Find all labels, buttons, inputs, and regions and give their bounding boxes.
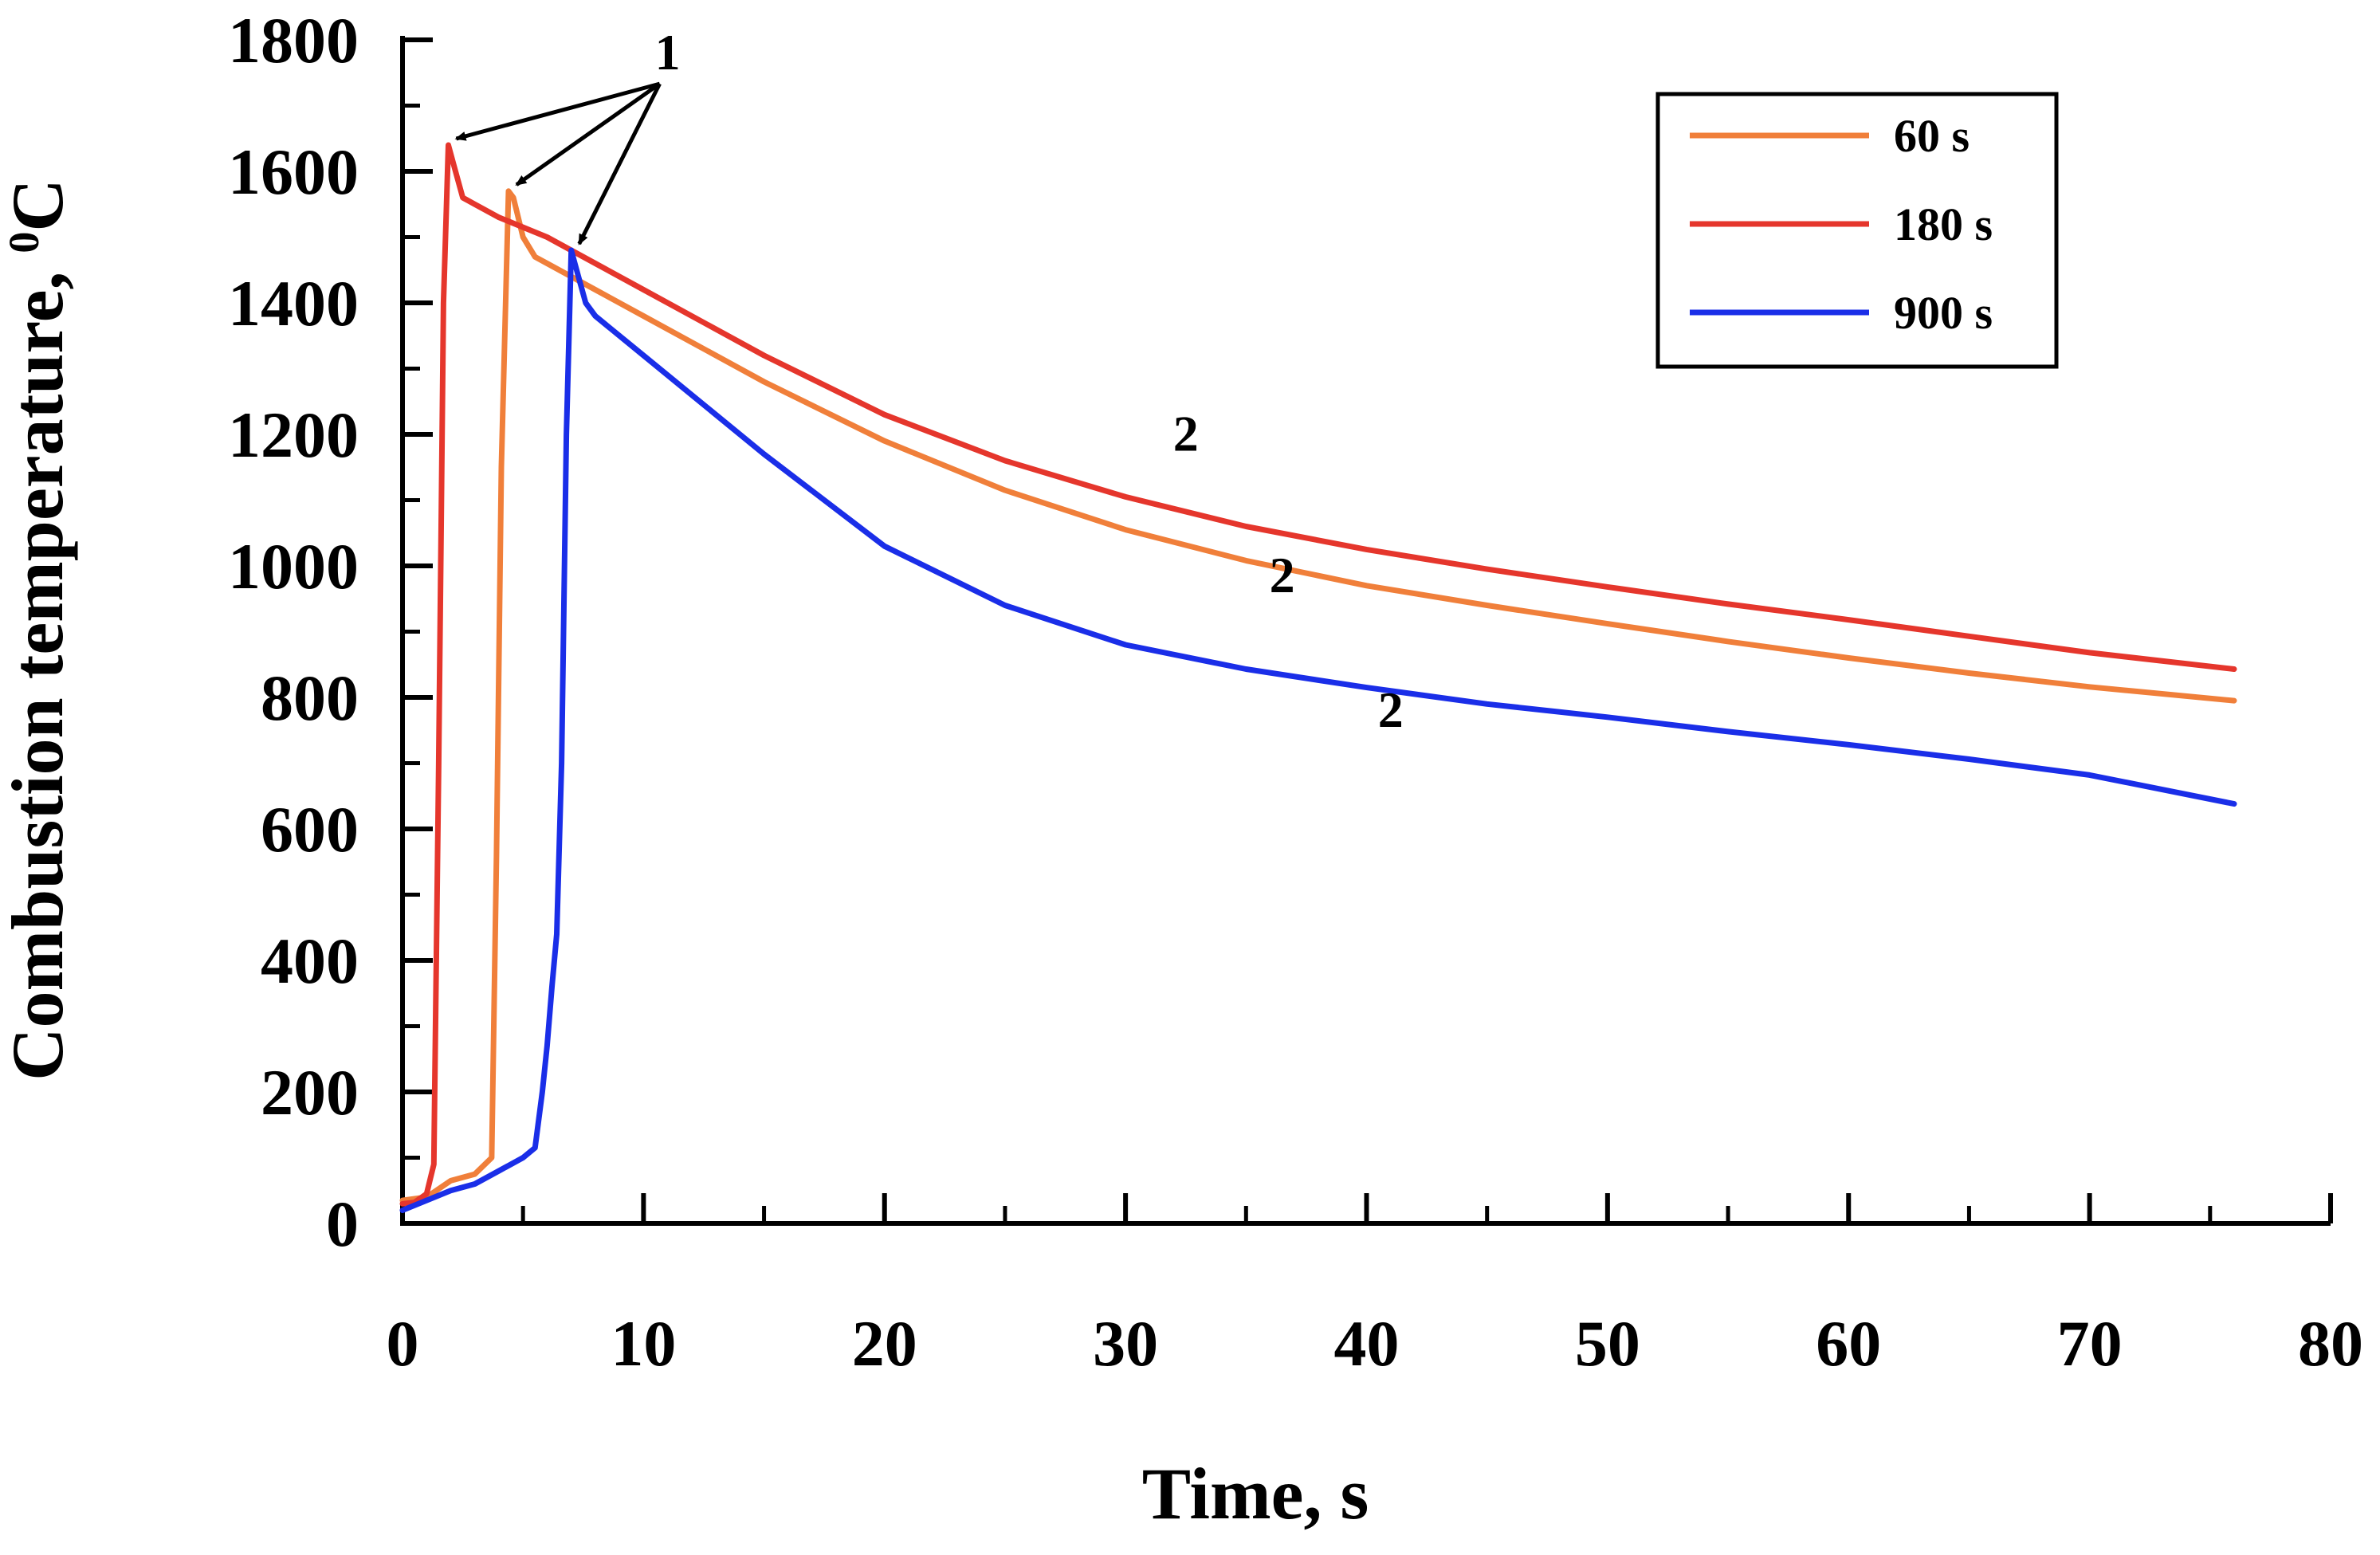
x-tick-label: 10 xyxy=(611,1307,676,1380)
axis-ticks: 0 10 20 30 40 50 60 70 8002004006008001000120014… xyxy=(228,4,2363,1380)
legend-label-900s: 900 s xyxy=(1894,287,1993,339)
x-tick-label: 0 xyxy=(387,1307,419,1380)
series-layer xyxy=(399,142,2237,1213)
y-tick-label: 1200 xyxy=(228,399,359,471)
annotation-label: 2 xyxy=(1270,547,1295,603)
y-tick-label: 1000 xyxy=(228,530,359,603)
x-tick-label: 30 xyxy=(1093,1307,1158,1380)
x-axis-title: Time, s xyxy=(1142,1453,1369,1534)
annotation-layer: 1 2 2 2 xyxy=(454,24,1404,738)
x-tick-label: 20 xyxy=(852,1307,917,1380)
annotation-arrow xyxy=(454,81,661,141)
y-axis-title-main: Combustion temperature, xyxy=(0,253,78,1081)
y-tick-label: 1800 xyxy=(228,4,359,77)
annotation-label: 1 xyxy=(655,24,681,80)
y-tick-label: 1600 xyxy=(228,135,359,208)
y-tick-label: 200 xyxy=(261,1056,359,1129)
y-axis-title-unit: C xyxy=(0,179,78,231)
annotation-label: 2 xyxy=(1378,681,1404,738)
legend: 60 s 180 s 900 s xyxy=(1655,92,2059,369)
y-tick-label: 0 xyxy=(326,1188,359,1260)
x-tick-label: 60 xyxy=(1816,1307,1881,1380)
y-tick-label: 800 xyxy=(261,662,359,734)
x-tick-label: 70 xyxy=(2057,1307,2123,1380)
x-tick-label: 80 xyxy=(2298,1307,2363,1380)
y-tick-label: 400 xyxy=(261,925,359,997)
y-axis-title: Combustion temperature, 0C xyxy=(0,179,78,1081)
x-tick-label: 50 xyxy=(1575,1307,1640,1380)
series-line-60s xyxy=(399,188,2237,1204)
legend-label-60s: 60 s xyxy=(1894,110,1970,162)
annotation-arrow xyxy=(577,83,662,245)
y-tick-label: 1400 xyxy=(228,267,359,340)
y-axis-title-exp: 0 xyxy=(0,232,48,253)
y-tick-label: 600 xyxy=(261,793,359,866)
annotation-label: 2 xyxy=(1173,406,1199,462)
series-line-180s xyxy=(399,142,2237,1207)
x-tick-label: 40 xyxy=(1334,1307,1400,1380)
legend-label-180s: 180 s xyxy=(1894,198,1993,250)
series-line-900s xyxy=(399,247,2237,1213)
annotation-arrow xyxy=(515,82,662,187)
legend-box xyxy=(1655,92,2059,369)
